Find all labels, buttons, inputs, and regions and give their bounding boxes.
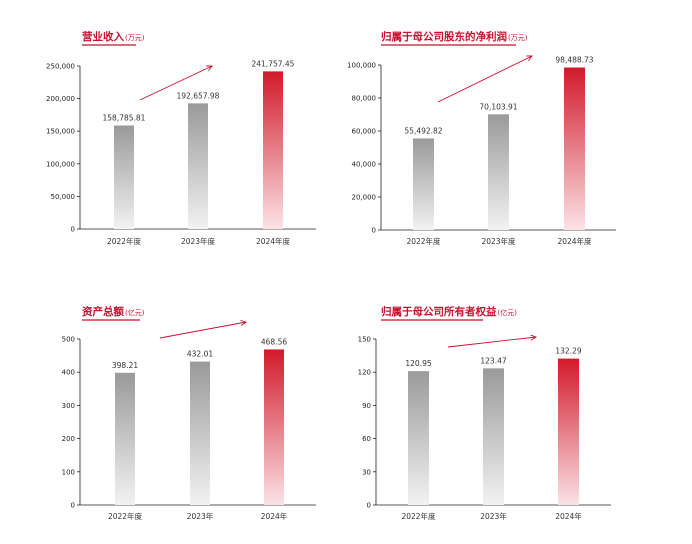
bar: [190, 361, 210, 505]
y-tick-label: 40,000: [352, 161, 377, 169]
trend-arrow: [447, 337, 536, 348]
x-category-label: 2023年: [187, 511, 214, 521]
chart-title: 归属于母公司股东的净利润(万元): [381, 30, 528, 43]
x-category-label: 2023年度: [181, 236, 216, 246]
chart-title: 归属于母公司所有者权益(亿元): [381, 305, 517, 318]
bar-value-label: 398.21: [112, 361, 138, 370]
x-category-label: 2022年度: [406, 236, 441, 246]
y-tick-label: 0: [372, 227, 376, 235]
y-tick-label: 30: [362, 468, 371, 476]
bar-value-label: 123.47: [480, 356, 506, 365]
bar: [483, 368, 504, 505]
bar-value-label: 158,785.81: [103, 113, 146, 122]
y-tick-label: 50,000: [51, 193, 76, 201]
x-category-label: 2022年度: [108, 511, 143, 521]
bar: [115, 372, 135, 505]
bar: [114, 125, 134, 229]
x-category-label: 2024年度: [256, 236, 291, 246]
bar-value-label: 192,657.98: [177, 91, 220, 100]
y-tick-label: 120: [358, 369, 371, 377]
x-category-label: 2022年度: [107, 236, 142, 246]
bar-value-label: 432.01: [187, 350, 213, 359]
chart-title: 资产总额(亿元): [82, 305, 145, 318]
y-tick-label: 0: [71, 502, 75, 510]
y-tick-label: 60,000: [352, 128, 377, 136]
chart-panel-4: 归属于母公司所有者权益(亿元) 0 30 60 90 120 150 120.95 2022年度…: [358, 305, 611, 521]
chart-panel-2: 归属于母公司股东的净利润(万元) 0 20,000 40,000 60,000 80,00…: [347, 30, 616, 246]
bar: [188, 103, 208, 229]
bar-value-label: 120.95: [405, 359, 431, 368]
y-tick-label: 0: [367, 502, 371, 510]
bar-value-label: 132.29: [555, 347, 581, 356]
chart-title-text: 归属于母公司所有者权益: [381, 305, 497, 318]
chart-title-unit: (万元): [508, 34, 528, 42]
y-tick-label: 100,000: [46, 160, 75, 168]
chart-title-text: 营业收入: [82, 30, 124, 43]
y-tick-label: 150: [358, 336, 371, 344]
bar: [488, 114, 509, 230]
chart-title-unit: (万元): [125, 34, 145, 42]
chart-title: 营业收入(万元): [82, 30, 145, 43]
trend-arrow: [437, 56, 532, 103]
chart-title-text: 归属于母公司股东的净利润: [381, 30, 507, 43]
x-category-label: 2024年度: [557, 236, 592, 246]
trend-arrow: [139, 66, 212, 101]
y-tick-label: 0: [71, 226, 75, 234]
bar-highlight: [558, 358, 579, 505]
bar: [408, 371, 429, 505]
x-category-label: 2023年度: [481, 236, 516, 246]
chart-title-unit: (亿元): [498, 308, 518, 317]
y-tick-label: 80,000: [352, 95, 377, 103]
y-tick-label: 90: [362, 402, 371, 410]
x-category-label: 2024年: [261, 511, 288, 521]
trend-arrow: [159, 322, 246, 339]
bar-value-label: 70,103.91: [479, 102, 517, 111]
y-tick-label: 100: [62, 468, 75, 476]
y-tick-label: 100,000: [347, 62, 376, 70]
x-category-label: 2023年: [480, 511, 507, 521]
chart-panel-3: 资产总额(亿元) 0 100 200 300 400 500 398.21 2022年度 432.…: [62, 305, 316, 521]
bar: [413, 138, 434, 230]
chart-panel-1: 营业收入(万元) 0 50,000 100,000 150,000 200,000 250,…: [46, 30, 316, 246]
bar-highlight: [264, 349, 284, 505]
bar-value-label: 468.56: [261, 337, 287, 346]
x-category-label: 2024年: [555, 511, 582, 521]
y-tick-label: 200,000: [46, 95, 75, 103]
y-tick-label: 20,000: [352, 194, 377, 202]
y-tick-label: 500: [62, 336, 75, 344]
chart-title-text: 资产总额: [82, 305, 124, 318]
bar-highlight: [263, 71, 283, 229]
bar-highlight: [564, 67, 585, 231]
y-tick-label: 150,000: [46, 128, 75, 136]
bar-value-label: 55,492.82: [404, 126, 442, 135]
y-tick-label: 300: [62, 402, 75, 410]
y-tick-label: 400: [62, 369, 75, 377]
y-tick-label: 60: [362, 435, 371, 443]
x-category-label: 2022年度: [401, 511, 436, 521]
y-tick-label: 250,000: [46, 63, 75, 71]
bar-value-label: 98,488.73: [555, 55, 593, 64]
chart-title-unit: (亿元): [125, 308, 145, 317]
bar-value-label: 241,757.45: [252, 59, 295, 68]
y-tick-label: 200: [62, 435, 75, 443]
